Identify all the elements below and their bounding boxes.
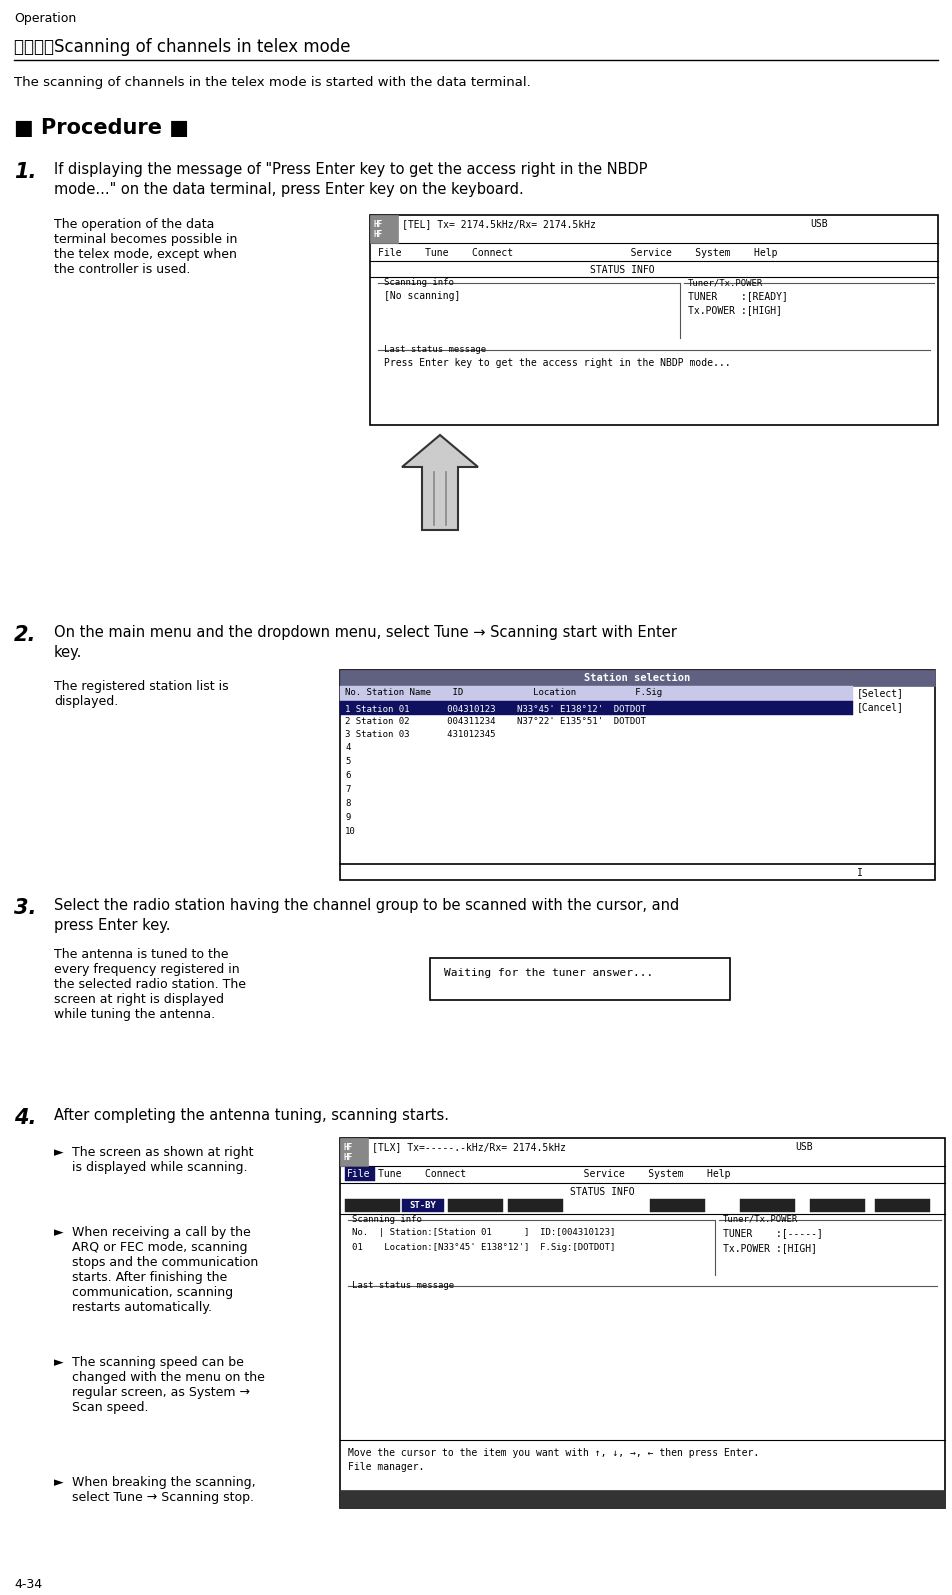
Text: Tuner/Tx.POWER: Tuner/Tx.POWER [688, 278, 764, 287]
Text: 7: 7 [345, 785, 350, 794]
Text: USB: USB [810, 219, 827, 230]
Text: HF: HF [343, 1153, 352, 1163]
Text: Tx.POWER :[HIGH]: Tx.POWER :[HIGH] [688, 305, 782, 314]
Text: Station selection: Station selection [584, 673, 690, 683]
Text: 10: 10 [345, 826, 356, 836]
Text: Move the cursor to the item you want with ↑, ↓, →, ← then press Enter.: Move the cursor to the item you want wit… [348, 1448, 760, 1458]
Text: ►: ► [54, 1227, 64, 1239]
Text: Tune    Connect                    Service    System    Help: Tune Connect Service System Help [378, 1169, 730, 1179]
Text: 6: 6 [345, 770, 350, 780]
Text: Press Enter key to get the access right in the NBDP mode...: Press Enter key to get the access right … [384, 357, 730, 368]
Text: HF: HF [373, 220, 383, 230]
Text: The scanning speed can be
changed with the menu on the
regular screen, as System: The scanning speed can be changed with t… [72, 1356, 265, 1415]
Text: Scanning info: Scanning info [352, 1215, 422, 1223]
Text: On the main menu and the dropdown menu, select Tune → Scanning start with Enter: On the main menu and the dropdown menu, … [54, 625, 677, 640]
Bar [810, 1199, 865, 1212]
Bar [340, 1137, 368, 1166]
Bar [508, 1199, 563, 1212]
Text: The operation of the data
terminal becomes possible in
the telex mode, except wh: The operation of the data terminal becom… [54, 219, 237, 276]
Text: ►: ► [54, 1356, 64, 1369]
Bar [340, 700, 853, 715]
Text: 3.: 3. [14, 898, 36, 919]
Bar [875, 1199, 930, 1212]
Text: ST-BY: ST-BY [409, 1201, 436, 1209]
Text: HF: HF [343, 1144, 352, 1152]
Text: Waiting for the tuner answer...: Waiting for the tuner answer... [444, 968, 653, 978]
Text: After completing the antenna tuning, scanning starts.: After completing the antenna tuning, sca… [54, 1109, 449, 1123]
Text: STATUS INFO: STATUS INFO [590, 265, 655, 274]
Bar [345, 1168, 375, 1180]
Text: The antenna is tuned to the
every frequency registered in
the selected radio sta: The antenna is tuned to the every freque… [54, 947, 246, 1021]
Text: Last status message: Last status message [384, 345, 486, 354]
Text: ■ Procedure ■: ■ Procedure ■ [14, 118, 189, 139]
Text: HF: HF [373, 230, 383, 239]
Bar [340, 670, 935, 686]
Text: [Cancel]: [Cancel] [857, 702, 904, 711]
Text: 01    Location:[N33°45' E138°12']  F.Sig:[DOTDOT]: 01 Location:[N33°45' E138°12'] F.Sig:[DO… [352, 1243, 615, 1252]
Bar [402, 1199, 444, 1212]
Bar [370, 215, 398, 242]
Text: [No scanning]: [No scanning] [384, 290, 461, 301]
Text: 4-34: 4-34 [14, 1577, 42, 1590]
Text: 2.: 2. [14, 625, 36, 644]
Text: [Select]: [Select] [857, 687, 904, 699]
Text: ►: ► [54, 1475, 64, 1490]
Text: Last status message: Last status message [352, 1281, 454, 1290]
Text: 5: 5 [345, 758, 350, 766]
Text: Operation: Operation [14, 13, 76, 26]
Text: （２）　Scanning of channels in telex mode: （２） Scanning of channels in telex mode [14, 38, 350, 56]
Text: TUNER    :[READY]: TUNER :[READY] [688, 290, 788, 301]
Text: key.: key. [54, 644, 83, 660]
Text: 3 Station 03       431012345: 3 Station 03 431012345 [345, 731, 495, 738]
Text: 1.: 1. [14, 163, 36, 182]
Text: The screen as shown at right
is displayed while scanning.: The screen as shown at right is displaye… [72, 1145, 253, 1174]
Text: 1 Station 01       004310123    N33°45' E138°12'  DOTDOT: 1 Station 01 004310123 N33°45' E138°12' … [345, 705, 646, 715]
Text: Tx.POWER :[HIGH]: Tx.POWER :[HIGH] [723, 1243, 817, 1254]
Text: Select the radio station having the channel group to be scanned with the cursor,: Select the radio station having the chan… [54, 898, 679, 912]
Text: 2 Station 02       004311234    N37°22' E135°51'  DOTDOT: 2 Station 02 004311234 N37°22' E135°51' … [345, 718, 646, 726]
Bar [340, 670, 935, 880]
Text: 4.: 4. [14, 1109, 36, 1128]
Text: When receiving a call by the
ARQ or FEC mode, scanning
stops and the communicati: When receiving a call by the ARQ or FEC … [72, 1227, 258, 1314]
Bar [340, 1490, 945, 1507]
Text: File manager.: File manager. [348, 1463, 425, 1472]
Text: press Enter key.: press Enter key. [54, 919, 170, 933]
Text: TUNER    :[-----]: TUNER :[-----] [723, 1228, 823, 1238]
Text: ►: ► [54, 1145, 64, 1160]
Text: STATUS INFO: STATUS INFO [570, 1187, 635, 1196]
Text: 8: 8 [345, 799, 350, 809]
Text: USB: USB [795, 1142, 813, 1152]
Bar [340, 686, 853, 700]
Text: 4: 4 [345, 743, 350, 751]
Text: mode..." on the data terminal, press Enter key on the keyboard.: mode..." on the data terminal, press Ent… [54, 182, 524, 198]
Bar [448, 1199, 503, 1212]
Polygon shape [402, 435, 478, 530]
Bar [370, 215, 938, 424]
Bar [345, 1199, 400, 1212]
Bar [740, 1199, 795, 1212]
Text: Scanning info: Scanning info [384, 278, 454, 287]
Text: The registered station list is
displayed.: The registered station list is displayed… [54, 679, 228, 708]
Bar [340, 1137, 945, 1507]
Text: File    Tune    Connect                    Service    System    Help: File Tune Connect Service System Help [378, 247, 778, 258]
Text: [TEL] Tx= 2174.5kHz/Rx= 2174.5kHz: [TEL] Tx= 2174.5kHz/Rx= 2174.5kHz [402, 219, 596, 230]
Text: I: I [857, 868, 863, 877]
Text: Tuner/Tx.POWER: Tuner/Tx.POWER [723, 1215, 798, 1223]
Text: No. Station Name    ID             Location           F.Sig: No. Station Name ID Location F.Sig [345, 687, 663, 697]
Text: The scanning of channels in the telex mode is started with the data terminal.: The scanning of channels in the telex mo… [14, 77, 531, 89]
Text: When breaking the scanning,
select Tune → Scanning stop.: When breaking the scanning, select Tune … [72, 1475, 256, 1504]
Bar [430, 959, 730, 1000]
Text: 9: 9 [345, 813, 350, 821]
Bar [650, 1199, 705, 1212]
Text: File: File [347, 1169, 370, 1179]
Text: [TLX] Tx=-----.-kHz/Rx= 2174.5kHz: [TLX] Tx=-----.-kHz/Rx= 2174.5kHz [372, 1142, 565, 1152]
Text: If displaying the message of "Press Enter key to get the access right in the NBD: If displaying the message of "Press Ente… [54, 163, 647, 177]
Text: No.  | Station:[Station 01      ]  ID:[004310123]: No. | Station:[Station 01 ] ID:[00431012… [352, 1228, 615, 1238]
